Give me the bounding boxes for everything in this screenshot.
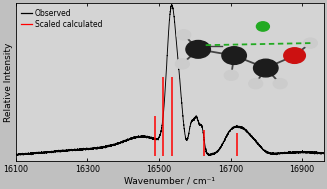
Circle shape — [249, 79, 263, 89]
Circle shape — [284, 48, 305, 63]
Circle shape — [222, 47, 246, 64]
Circle shape — [175, 59, 189, 69]
Circle shape — [273, 79, 287, 89]
Y-axis label: Relative Intensity: Relative Intensity — [4, 42, 13, 122]
Legend: Observed, Scaled calculated: Observed, Scaled calculated — [18, 6, 106, 32]
Circle shape — [186, 40, 210, 58]
X-axis label: Wavenumber / cm⁻¹: Wavenumber / cm⁻¹ — [124, 177, 215, 186]
Circle shape — [224, 70, 238, 80]
Circle shape — [303, 38, 317, 48]
Circle shape — [177, 30, 191, 40]
Circle shape — [256, 22, 269, 31]
Circle shape — [253, 59, 278, 77]
